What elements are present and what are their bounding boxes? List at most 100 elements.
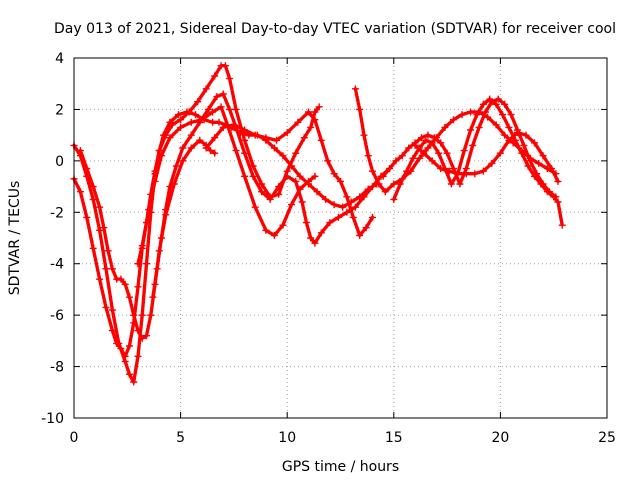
data-point-marker <box>522 131 530 139</box>
data-point-marker <box>349 213 357 221</box>
y-tick-label: 4 <box>55 51 64 67</box>
data-point-marker <box>437 165 445 173</box>
data-point-marker <box>554 177 562 185</box>
data-point-marker <box>494 95 502 103</box>
data-point-marker <box>305 108 313 116</box>
grid <box>74 58 607 418</box>
data-point-marker <box>390 180 398 188</box>
data-point-marker <box>430 134 438 142</box>
data-point-marker <box>351 85 359 93</box>
data-point-marker <box>539 152 547 160</box>
data-point-marker <box>147 311 155 319</box>
data-point-marker <box>83 213 91 221</box>
series-track <box>392 97 564 227</box>
data-point-marker <box>287 201 295 209</box>
data-point-marker <box>113 339 121 347</box>
data-point-marker <box>142 219 150 227</box>
data-point-marker <box>424 144 432 152</box>
data-point-marker <box>317 229 325 237</box>
data-point-marker <box>420 149 428 157</box>
data-point-marker <box>157 234 165 242</box>
data-point-marker <box>162 206 170 214</box>
data-point-marker <box>196 118 204 126</box>
data-point-marker <box>326 219 334 227</box>
x-tick-label: 0 <box>70 430 79 446</box>
data-point-marker <box>151 167 159 175</box>
data-point-marker <box>539 180 547 188</box>
data-point-marker <box>166 183 174 191</box>
data-point-marker <box>160 131 168 139</box>
data-point-marker <box>488 98 496 106</box>
data-point-marker <box>287 162 295 170</box>
data-point-marker <box>283 129 291 137</box>
data-point-marker <box>479 100 487 108</box>
data-point-marker <box>142 332 150 340</box>
data-point-marker <box>311 108 319 116</box>
data-point-marker <box>409 154 417 162</box>
data-point-marker <box>496 149 504 157</box>
data-point-marker <box>390 195 398 203</box>
data-point-marker <box>386 165 394 173</box>
data-point-marker <box>460 147 468 155</box>
data-point-marker <box>241 126 249 134</box>
data-point-marker <box>441 123 449 131</box>
data-point-marker <box>177 116 185 124</box>
data-point-marker <box>531 139 539 147</box>
data-point-marker <box>209 108 217 116</box>
data-point-marker <box>179 144 187 152</box>
data-point-marker <box>76 147 84 155</box>
data-point-marker <box>125 370 133 378</box>
data-point-marker <box>174 111 182 119</box>
data-point-marker <box>362 224 370 232</box>
data-point-marker <box>526 157 534 165</box>
data-point-marker <box>449 116 457 124</box>
data-point-marker <box>499 111 507 119</box>
data-point-marker <box>209 118 217 126</box>
x-tick-label: 25 <box>598 430 616 446</box>
series-track <box>72 105 317 358</box>
data-point-marker <box>467 126 475 134</box>
data-point-marker <box>481 108 489 116</box>
data-point-marker <box>507 111 515 119</box>
y-tick-label: -2 <box>50 205 64 221</box>
data-point-marker <box>211 134 219 142</box>
data-point-marker <box>121 280 129 288</box>
y-tick-label: -4 <box>50 257 64 273</box>
data-point-marker <box>204 105 212 113</box>
data-point-marker <box>322 195 330 203</box>
data-point-marker <box>311 239 319 247</box>
data-point-marker <box>262 226 270 234</box>
data-point-marker <box>313 188 321 196</box>
data-point-marker <box>379 172 387 180</box>
data-point-marker <box>302 219 310 227</box>
data-point-marker <box>211 72 219 80</box>
data-point-marker <box>172 162 180 170</box>
data-point-marker <box>213 93 221 101</box>
data-point-marker <box>241 149 249 157</box>
data-point-marker <box>518 149 526 157</box>
data-point-marker <box>458 111 466 119</box>
y-tick-label: 0 <box>55 154 64 170</box>
chart-title: Day 013 of 2021, Sidereal Day-to-day VTE… <box>54 21 616 37</box>
data-point-marker <box>552 193 560 201</box>
data-point-marker <box>96 226 104 234</box>
data-point-marker <box>194 98 202 106</box>
data-point-marker <box>488 159 496 167</box>
y-tick-label: -6 <box>50 308 64 324</box>
data-point-marker <box>418 134 426 142</box>
series-track <box>413 130 560 184</box>
data-point-marker <box>505 123 513 131</box>
data-point-marker <box>392 157 400 165</box>
data-point-marker <box>219 123 227 131</box>
x-tick-label: 20 <box>491 430 509 446</box>
data-point-marker <box>196 136 204 144</box>
data-point-marker <box>415 154 423 162</box>
data-point-marker <box>275 183 283 191</box>
data-point-marker <box>364 152 372 160</box>
data-point-marker <box>134 352 142 360</box>
data-point-marker <box>307 234 315 242</box>
data-point-marker <box>428 139 436 147</box>
data-point-marker <box>324 157 332 165</box>
data-point-marker <box>475 123 483 131</box>
